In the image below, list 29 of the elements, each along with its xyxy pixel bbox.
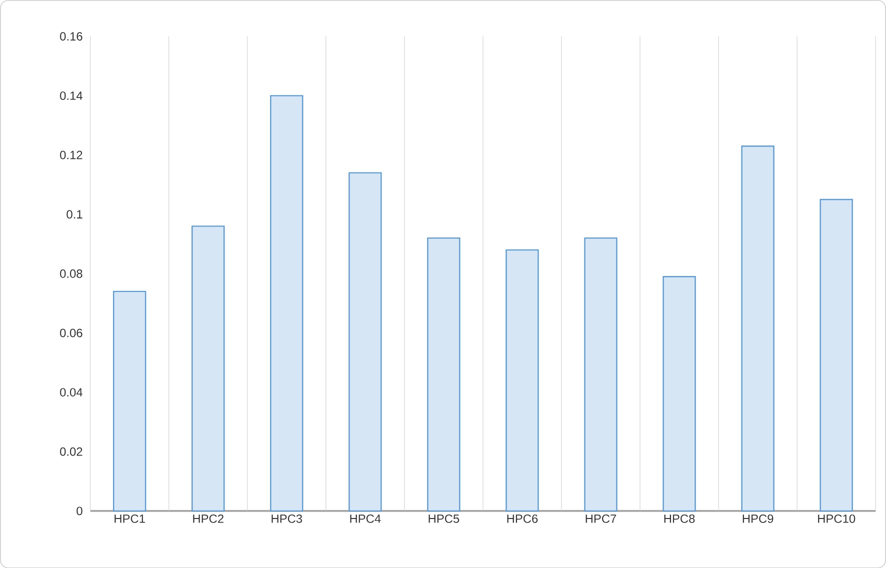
x-tick-label: HPC4: [350, 514, 381, 523]
bar: [427, 237, 460, 512]
bar: [584, 237, 618, 512]
x-tick-label: HPC8: [664, 514, 695, 523]
y-tick-label: 0.16: [60, 32, 82, 40]
bar: [662, 276, 696, 512]
x-tick-label: HPC6: [507, 514, 538, 523]
y-tick-label: 0: [76, 506, 82, 516]
y-tick-label: 0.1: [66, 210, 82, 218]
bar: [113, 290, 146, 512]
x-tick-label: HPC5: [428, 514, 460, 523]
y-tick-label: 0.06: [60, 328, 82, 338]
x-tick-label: HPC7: [586, 514, 616, 523]
x-tick-label: HPC2: [193, 514, 224, 523]
x-tick-label: HPC10: [818, 514, 856, 523]
y-tick-label: 0.04: [60, 388, 82, 396]
y-tick-label: 0.02: [60, 447, 82, 456]
bar: [820, 198, 853, 512]
bar: [270, 94, 304, 512]
x-tick-label: HPC9: [742, 514, 774, 523]
y-tick-label: 0.14: [60, 91, 82, 100]
x-tick-label: HPC3: [272, 514, 302, 523]
bar: [741, 145, 774, 512]
bar: [192, 225, 225, 512]
y-tick-label: 0.12: [60, 150, 82, 160]
x-tick-label: HPC1: [114, 514, 145, 523]
bar: [506, 249, 539, 512]
bar: [348, 172, 382, 512]
y-tick-label: 0.08: [60, 269, 82, 278]
